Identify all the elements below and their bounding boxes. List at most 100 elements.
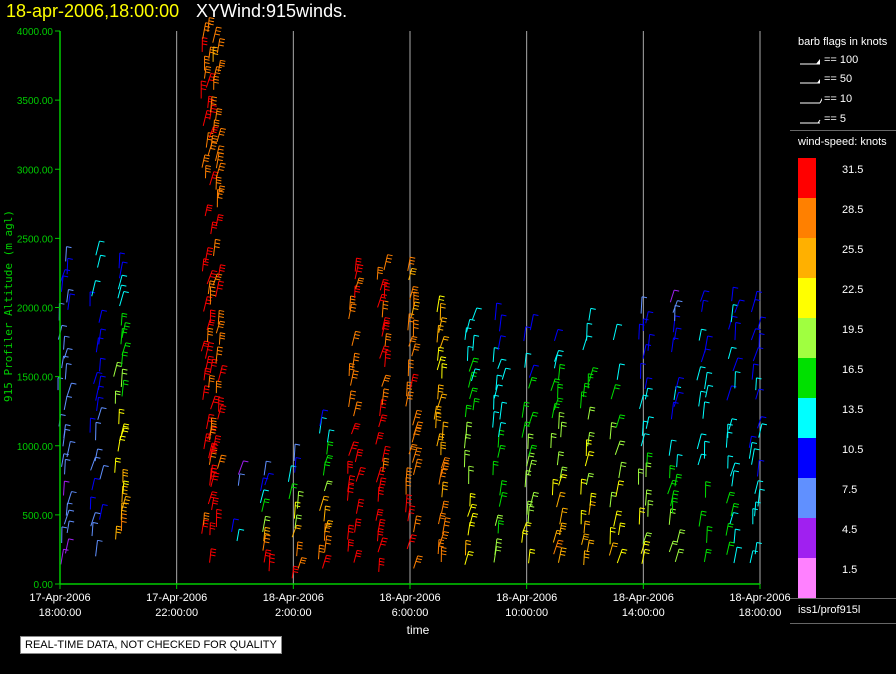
- wind-barb: [526, 500, 534, 515]
- barb-flag: [416, 558, 422, 561]
- barb-staff: [613, 510, 618, 527]
- barb-flag: [646, 492, 652, 495]
- barb-flag: [218, 148, 224, 151]
- wind-barb: [354, 518, 362, 533]
- barb-flag: [377, 272, 383, 275]
- barb-flag: [358, 279, 364, 282]
- wind-barb: [121, 495, 131, 512]
- wind-barb: [91, 280, 101, 297]
- barb-flag: [415, 450, 422, 453]
- barb-staff: [381, 317, 386, 330]
- wind-barb: [217, 309, 225, 325]
- barb-staff: [296, 491, 300, 509]
- wind-barb: [667, 479, 678, 495]
- barb-flag: [559, 367, 565, 370]
- barb-flag: [384, 449, 390, 452]
- barb-staff: [671, 337, 674, 353]
- wind-barb: [354, 264, 364, 280]
- barb-flag: [95, 512, 101, 515]
- wind-barb: [638, 468, 644, 485]
- barb-flag: [438, 387, 444, 390]
- barb-flag: [470, 495, 476, 498]
- wind-barb: [209, 358, 218, 374]
- barb-staff: [469, 387, 474, 400]
- barb-staff: [413, 515, 417, 533]
- barb-staff: [291, 525, 298, 538]
- wind-barb: [642, 532, 652, 544]
- barb-flag: [98, 385, 104, 388]
- wind-barb: [326, 441, 334, 455]
- wind-barb: [217, 454, 227, 469]
- barb-staff: [207, 96, 210, 109]
- barb-flag: [527, 500, 534, 503]
- barb-flag: [384, 457, 390, 460]
- barb-staff: [702, 401, 706, 419]
- barb-staff: [119, 291, 125, 307]
- barb-flag: [581, 478, 587, 481]
- barb-staff: [754, 501, 757, 517]
- barb-staff: [216, 128, 222, 143]
- wind-barb: [553, 328, 563, 342]
- wind-barb: [705, 481, 711, 498]
- barb-flag: [119, 252, 125, 255]
- wind-barb: [472, 307, 482, 320]
- barb-flag: [205, 22, 211, 25]
- barb-flag: [384, 321, 391, 324]
- barb-flag: [443, 531, 450, 534]
- wind-barb: [350, 370, 359, 386]
- barb-staff: [355, 467, 362, 482]
- barb-staff: [435, 413, 437, 429]
- barb-flag: [115, 457, 121, 460]
- barb-flag: [216, 512, 222, 515]
- wind-barb: [410, 373, 419, 389]
- wind-barb: [118, 408, 125, 425]
- barb-flag: [734, 462, 741, 465]
- barb-staff: [413, 458, 418, 475]
- barb-flag: [440, 441, 447, 444]
- barb-flag: [206, 206, 213, 209]
- barb-flag: [380, 543, 386, 546]
- barb-flag: [584, 556, 590, 559]
- barb-staff: [587, 407, 591, 420]
- wind-barb: [209, 522, 216, 536]
- wind-barb: [66, 257, 73, 275]
- barb-flag: [531, 377, 538, 380]
- barb-flag: [219, 130, 226, 133]
- wind-barb: [676, 529, 686, 543]
- barb-staff: [381, 322, 386, 337]
- barb-flag: [589, 434, 595, 437]
- barb-staff: [91, 280, 96, 297]
- barb-flag: [409, 262, 415, 265]
- barb-staff: [755, 388, 760, 400]
- wind-barb: [98, 309, 107, 323]
- wind-barb: [556, 491, 566, 508]
- wind-barb: [60, 275, 69, 292]
- wind-barb: [208, 46, 216, 59]
- barb-flag: [464, 449, 471, 452]
- barb-flag: [672, 493, 679, 496]
- barb-flag: [205, 165, 211, 168]
- wind-barb: [61, 355, 69, 369]
- wind-barb: [435, 412, 442, 429]
- barb-flag: [122, 354, 128, 357]
- barb-flag: [210, 294, 216, 297]
- barb-staff: [751, 363, 755, 380]
- colorbar-label: 22.5: [842, 284, 864, 296]
- wind-barb: [436, 356, 447, 371]
- barb-staff: [348, 303, 353, 320]
- barb-flag: [445, 517, 451, 520]
- barb-flag: [442, 481, 449, 484]
- barb-flag: [638, 471, 644, 474]
- barb-staff: [350, 423, 356, 435]
- barb-flag: [351, 447, 357, 450]
- barb-flag: [438, 298, 445, 301]
- barb-flag: [264, 541, 270, 544]
- barb-flag: [215, 30, 221, 33]
- barb-staff: [212, 273, 218, 286]
- barb-flag: [213, 475, 219, 478]
- wind-barb: [527, 505, 535, 524]
- barb-flag: [215, 278, 221, 281]
- barb-flag: [440, 444, 447, 447]
- wind-barb: [381, 388, 390, 406]
- barb-staff: [263, 549, 267, 563]
